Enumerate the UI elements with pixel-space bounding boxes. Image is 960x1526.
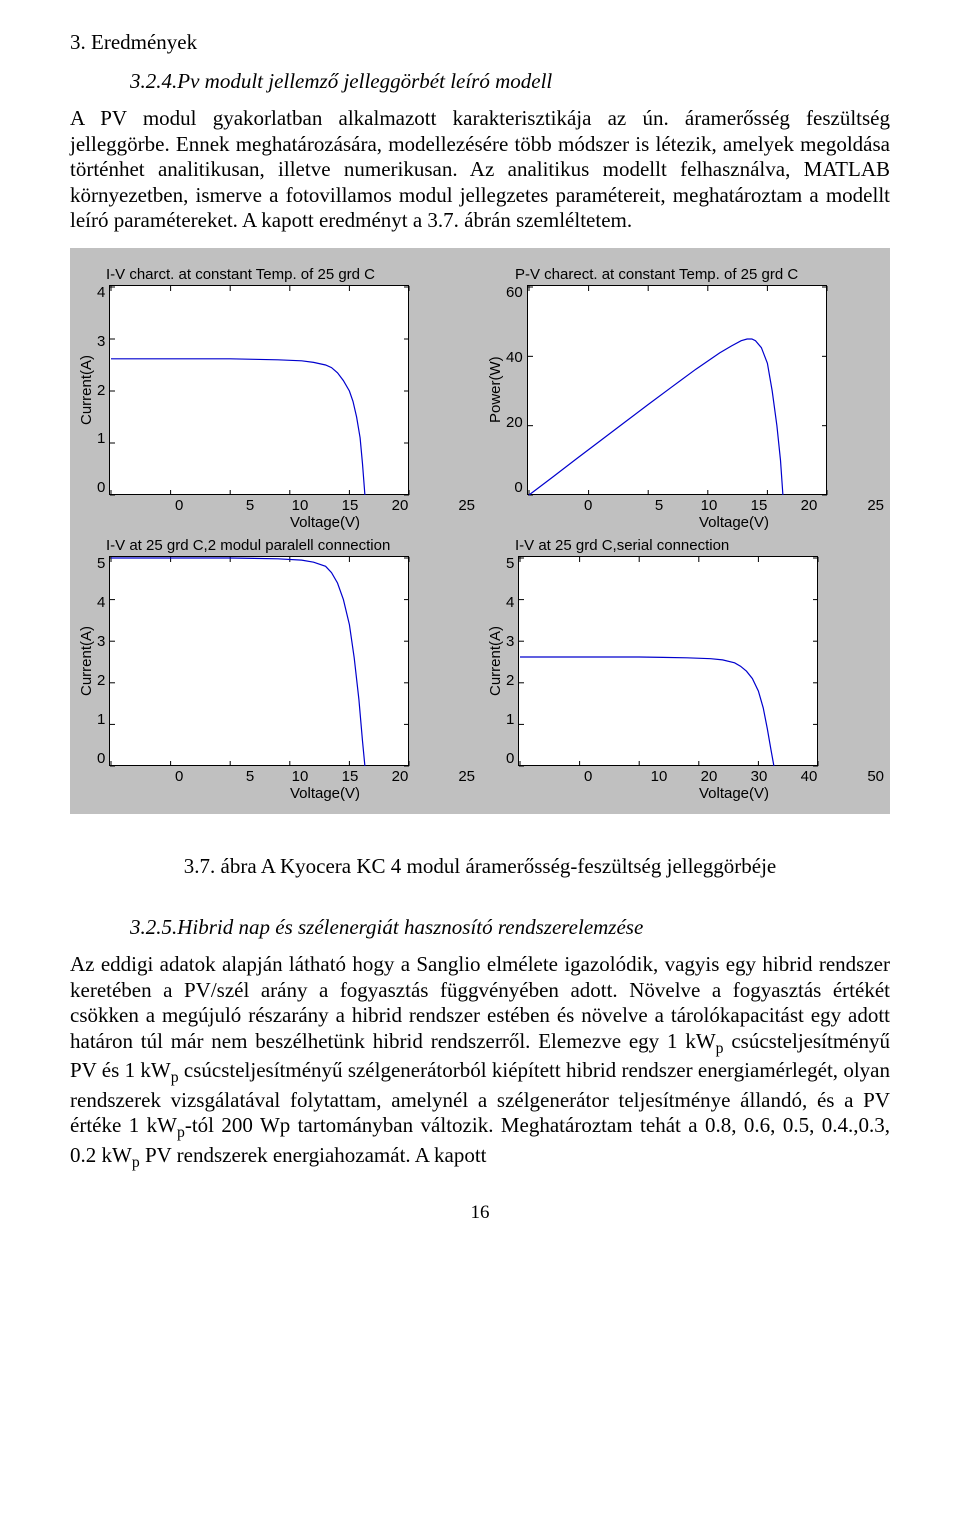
tick-label: 4 (97, 595, 105, 610)
y-axis-label: Power(W) (485, 285, 506, 495)
tick-label: 0 (584, 497, 634, 514)
tick-label: 20 (684, 768, 734, 785)
tick-label: 0 (506, 480, 523, 495)
chart-row: Current(A)5 4 3 2 1 0 (76, 556, 475, 766)
tick-label: 4 (97, 285, 105, 300)
page-number: 16 (70, 1202, 890, 1224)
tick-label: 0 (97, 480, 105, 495)
plot-area (518, 556, 818, 766)
tick-label: 20 (506, 415, 523, 430)
chart-row: Current(A)5 4 3 2 1 0 (485, 556, 884, 766)
tick-label: 5 (506, 556, 514, 571)
figure-caption: 3.7. ábra A Kyocera KC 4 modul áramerőss… (70, 854, 890, 879)
tick-label: 15 (734, 497, 784, 514)
tick-label: 3 (97, 334, 105, 349)
y-tick-labels: 4 3 2 1 0 (97, 285, 109, 495)
page: 3. Eredmények 3.2.4.Pv modult jellemző j… (0, 0, 960, 1264)
tick-label: 60 (506, 285, 523, 300)
paragraph-1: A PV modul gyakorlatban alkalmazott kara… (70, 106, 890, 234)
chart-svg (110, 557, 410, 767)
tick-label: 3 (97, 634, 105, 649)
tick-label: 25 (425, 768, 475, 785)
y-axis-label: Current(A) (485, 556, 506, 766)
tick-label: 4 (506, 595, 514, 610)
tick-label: 10 (275, 497, 325, 514)
chart-row: Current(A)4 3 2 1 0 (76, 285, 475, 495)
figure-grid: I-V charct. at constant Temp. of 25 grd … (76, 266, 884, 802)
chart-title: I-V at 25 grd C,2 modul paralell connect… (76, 537, 475, 556)
tick-label: 25 (425, 497, 475, 514)
tick-label: 10 (684, 497, 734, 514)
tick-label: 5 (97, 556, 105, 571)
subsection-title: Hibrid nap és szélenergiát hasznosító re… (177, 915, 643, 939)
y-tick-labels: 5 4 3 2 1 0 (97, 556, 109, 766)
paragraph-2: Az eddigi adatok alapján látható hogy a … (70, 952, 890, 1172)
tick-label: 1 (506, 712, 514, 727)
x-axis-label: Voltage(V) (584, 514, 884, 531)
tick-label: 40 (506, 350, 523, 365)
tick-label: 1 (97, 431, 105, 446)
tick-label: 5 (634, 497, 684, 514)
chart-title: I-V charct. at constant Temp. of 25 grd … (76, 266, 475, 285)
data-curve (520, 657, 774, 766)
tick-label: 0 (506, 751, 514, 766)
subsection-number: 3.2.4. (130, 69, 177, 93)
tick-label: 0 (175, 497, 225, 514)
subsection-title: Pv modult jellemző jelleggörbét leíró mo… (177, 69, 552, 93)
tick-label: 15 (325, 497, 375, 514)
chart-row: Power(W)60 40 20 0 (485, 285, 884, 495)
tick-label: 25 (834, 497, 884, 514)
y-tick-labels: 5 4 3 2 1 0 (506, 556, 518, 766)
tick-label: 30 (734, 768, 784, 785)
x-axis-label: Voltage(V) (175, 785, 475, 802)
chart-title: I-V at 25 grd C,serial connection (485, 537, 884, 556)
plot-area (109, 556, 409, 766)
y-tick-labels: 60 40 20 0 (506, 285, 527, 495)
x-tick-labels: 0510152025 (175, 497, 475, 514)
y-axis-label: Current(A) (76, 556, 97, 766)
data-curve (529, 339, 783, 495)
tick-label: 0 (584, 768, 634, 785)
tick-label: 0 (97, 751, 105, 766)
x-tick-labels: 01020304050 (584, 768, 884, 785)
plot-area (527, 285, 827, 495)
data-curve (111, 558, 365, 766)
tick-label: 20 (375, 768, 425, 785)
chart-panel: I-V at 25 grd C,2 modul paralell connect… (76, 537, 475, 802)
tick-label: 10 (634, 768, 684, 785)
chart-svg (110, 286, 410, 496)
tick-label: 20 (784, 497, 834, 514)
x-axis-label: Voltage(V) (584, 785, 884, 802)
x-tick-labels: 0510152025 (175, 768, 475, 785)
x-tick-labels: 0510152025 (584, 497, 884, 514)
chart-svg (519, 557, 819, 767)
plot-area (109, 285, 409, 495)
section-heading: 3. Eredmények (70, 30, 890, 55)
tick-label: 3 (506, 634, 514, 649)
chart-panel: P-V charect. at constant Temp. of 25 grd… (485, 266, 884, 531)
x-axis-label: Voltage(V) (175, 514, 475, 531)
subsection-heading-2: 3.2.5.Hibrid nap és szélenergiát hasznos… (130, 915, 890, 940)
tick-label: 2 (97, 383, 105, 398)
chart-title: P-V charect. at constant Temp. of 25 grd… (485, 266, 884, 285)
chart-panel: I-V at 25 grd C,serial connectionCurrent… (485, 537, 884, 802)
chart-panel: I-V charct. at constant Temp. of 25 grd … (76, 266, 475, 531)
tick-label: 0 (175, 768, 225, 785)
data-curve (111, 359, 365, 495)
tick-label: 50 (834, 768, 884, 785)
tick-label: 15 (325, 768, 375, 785)
chart-svg (528, 286, 828, 496)
tick-label: 2 (97, 673, 105, 688)
tick-label: 2 (506, 673, 514, 688)
tick-label: 1 (97, 712, 105, 727)
tick-label: 5 (225, 497, 275, 514)
y-axis-label: Current(A) (76, 285, 97, 495)
subsection-number: 3.2.5. (130, 915, 177, 939)
figure-3-7: I-V charct. at constant Temp. of 25 grd … (70, 248, 890, 814)
tick-label: 5 (225, 768, 275, 785)
tick-label: 10 (275, 768, 325, 785)
tick-label: 40 (784, 768, 834, 785)
subsection-heading-1: 3.2.4.Pv modult jellemző jelleggörbét le… (130, 69, 890, 94)
tick-label: 20 (375, 497, 425, 514)
